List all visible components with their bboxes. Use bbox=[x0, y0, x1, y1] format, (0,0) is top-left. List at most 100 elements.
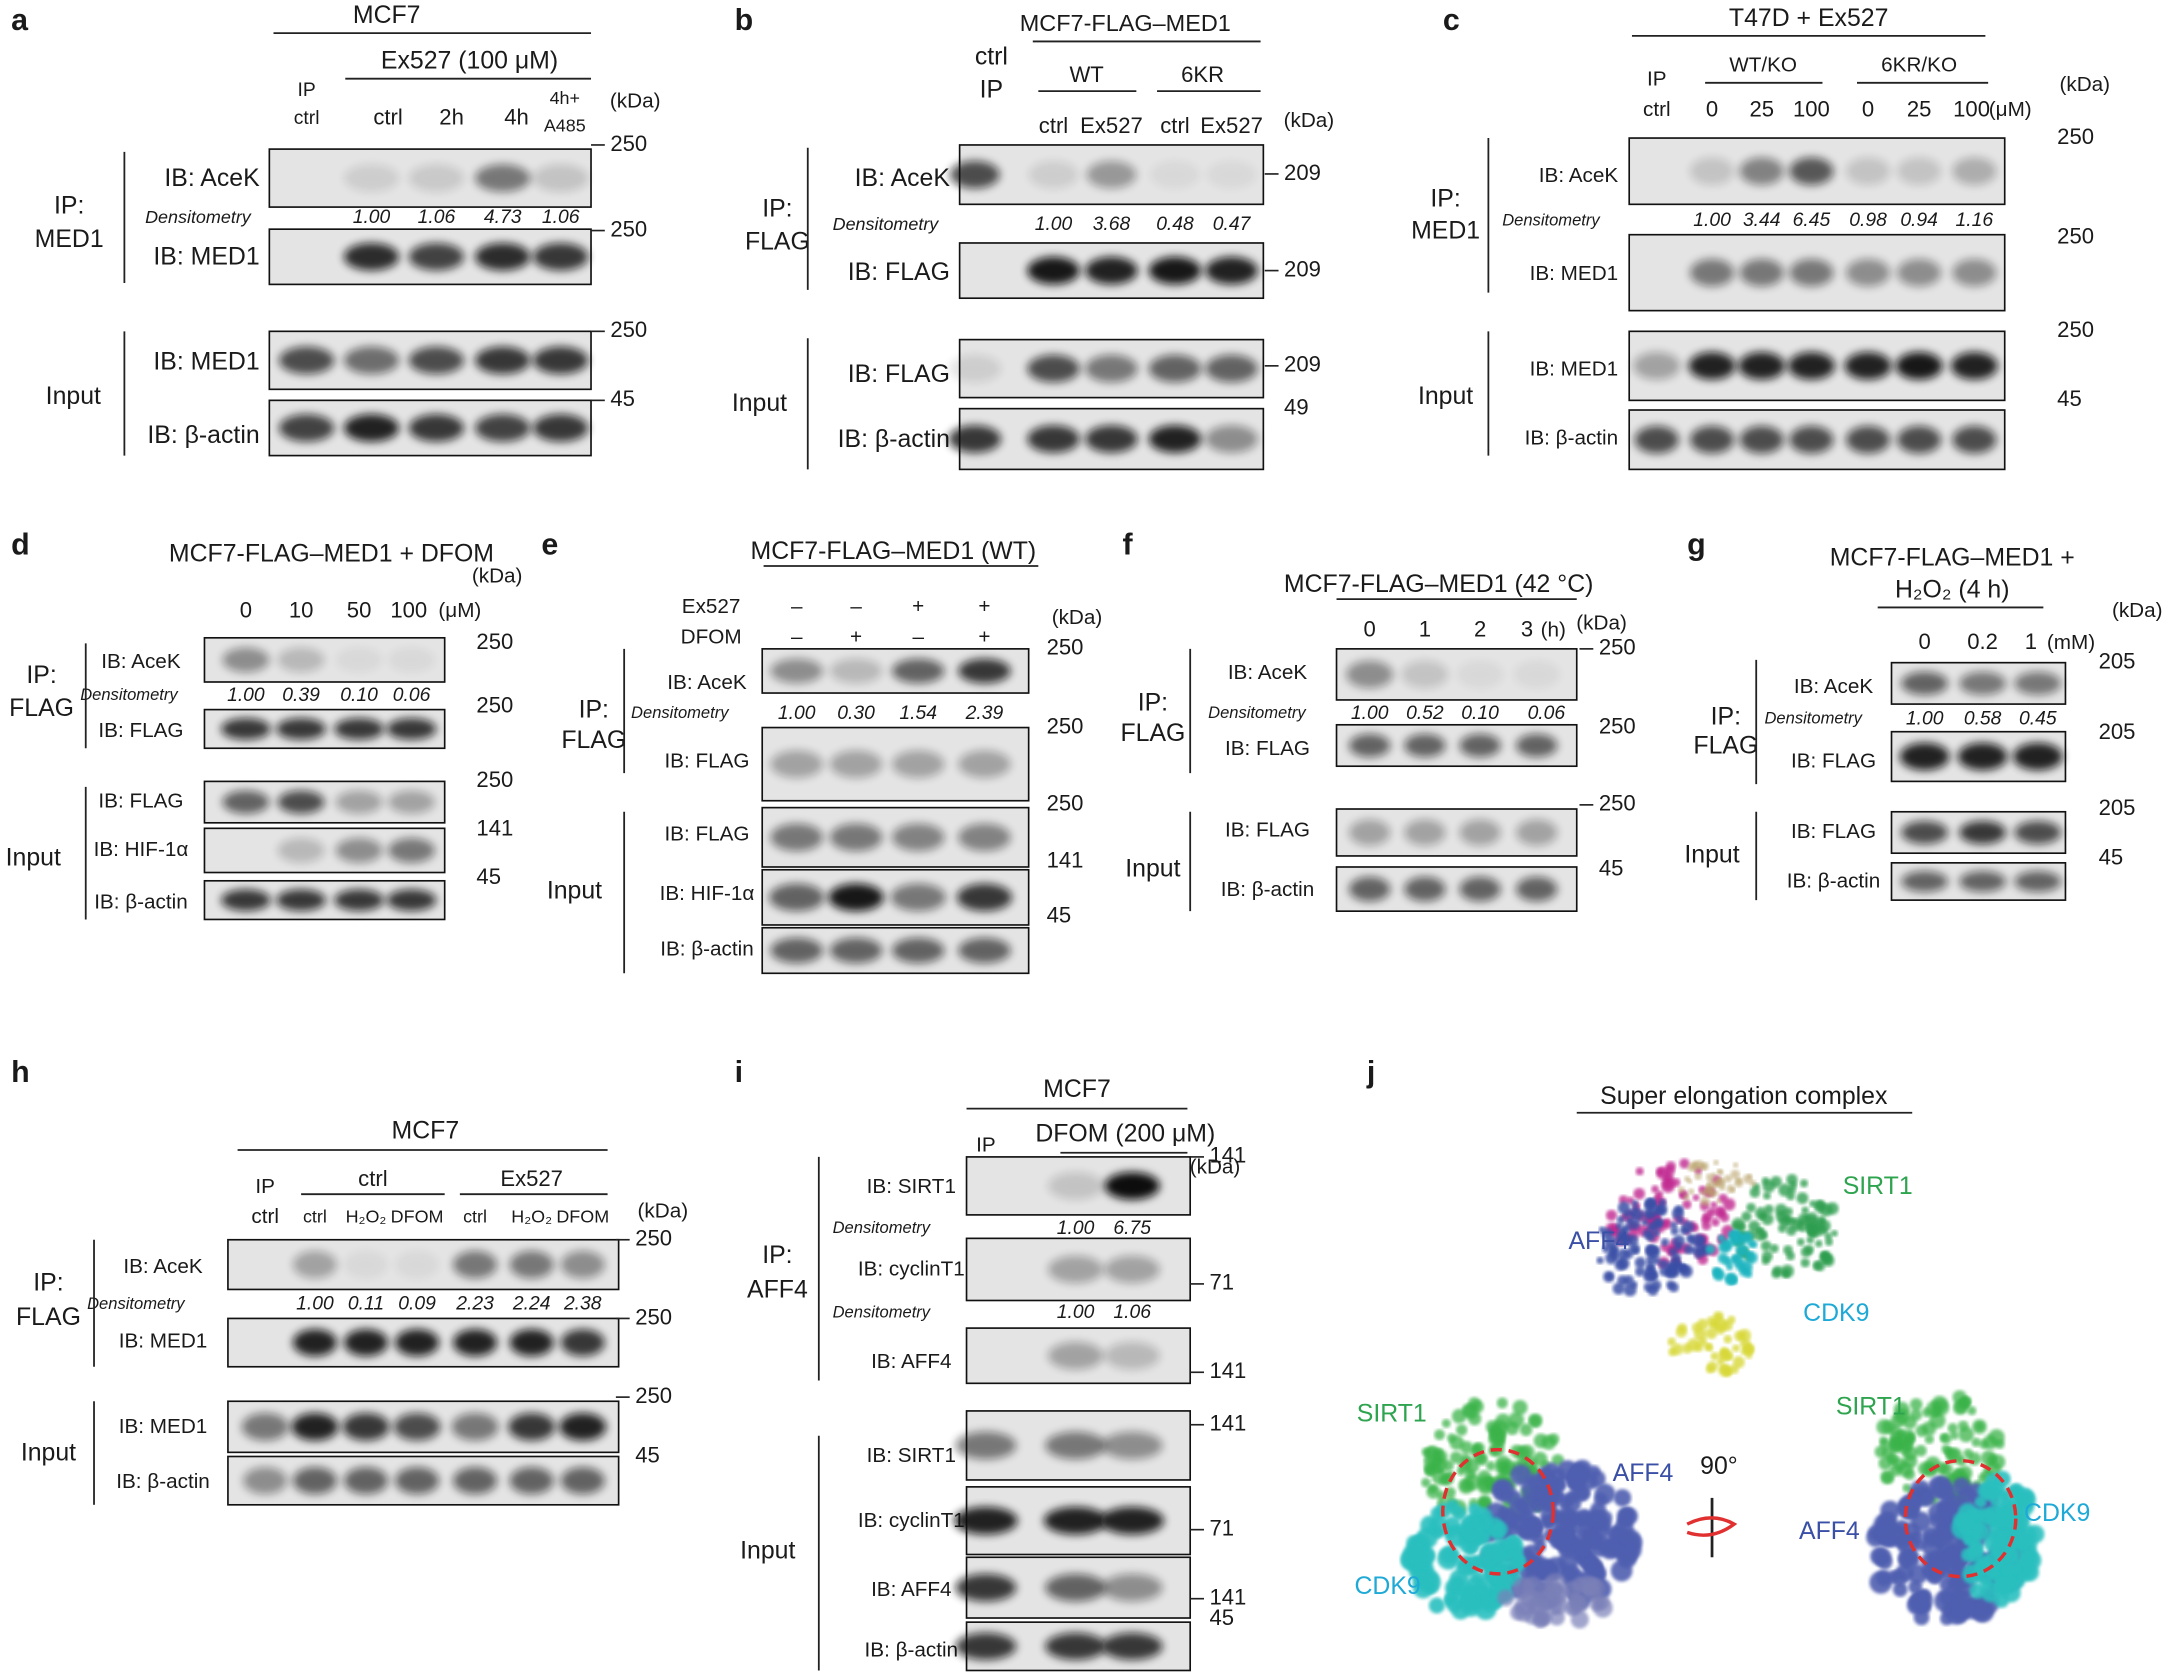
structure-atom bbox=[1730, 1187, 1736, 1193]
band bbox=[829, 823, 883, 852]
label: IP bbox=[298, 80, 316, 101]
band bbox=[343, 1329, 389, 1357]
structure-atom bbox=[1602, 1245, 1610, 1253]
band bbox=[1739, 157, 1784, 185]
structure-atom bbox=[1491, 1545, 1508, 1562]
label: 2h bbox=[439, 105, 464, 130]
highlight-circle bbox=[1441, 1447, 1555, 1576]
structure-atom bbox=[1568, 1510, 1582, 1524]
structure-atom bbox=[1670, 1226, 1679, 1236]
band bbox=[335, 790, 383, 814]
kda-marker: 250 bbox=[1047, 635, 1084, 660]
structure-atom bbox=[1647, 1265, 1655, 1273]
label: MCF7-FLAG–MED1 + DFOM bbox=[169, 541, 494, 568]
band bbox=[2014, 671, 2062, 695]
structure-atom bbox=[1732, 1344, 1740, 1353]
label: 0.11 bbox=[348, 1294, 384, 1315]
structure-atom bbox=[1593, 1597, 1613, 1618]
band bbox=[279, 414, 335, 442]
band bbox=[1148, 425, 1202, 453]
label: 0 bbox=[1919, 629, 1931, 654]
label: 1.06 bbox=[542, 207, 580, 228]
structure-atom bbox=[1456, 1466, 1466, 1476]
panel-label: f bbox=[1123, 529, 1134, 562]
label: 100 bbox=[1793, 96, 1830, 121]
structure-atom bbox=[1711, 1217, 1720, 1227]
band bbox=[1787, 352, 1835, 380]
band bbox=[958, 658, 1011, 684]
structure-atom bbox=[1789, 1217, 1797, 1225]
structure-atom bbox=[1533, 1433, 1549, 1449]
band bbox=[829, 750, 883, 778]
structure-atom bbox=[1671, 1343, 1684, 1356]
band bbox=[1404, 819, 1446, 846]
structure-atom bbox=[1728, 1235, 1740, 1246]
structure-atom bbox=[1796, 1192, 1809, 1205]
band bbox=[1150, 160, 1200, 189]
band bbox=[343, 1467, 389, 1495]
label: – bbox=[850, 595, 862, 618]
label: IB: FLAG bbox=[1791, 820, 1876, 843]
band bbox=[1047, 1172, 1104, 1200]
band bbox=[770, 823, 823, 852]
kda-marker: 45 bbox=[2057, 386, 2082, 411]
structure-atom bbox=[1441, 1418, 1451, 1428]
structure-atom bbox=[1812, 1261, 1822, 1271]
structure-atom bbox=[1428, 1597, 1445, 1614]
band bbox=[1459, 819, 1501, 846]
band bbox=[1952, 157, 1997, 185]
structure-atom bbox=[1732, 1222, 1740, 1229]
structure-atom bbox=[1421, 1549, 1435, 1563]
label: CDK9 bbox=[1354, 1573, 1420, 1600]
structure-atom bbox=[1477, 1470, 1492, 1485]
band bbox=[277, 790, 325, 814]
kda-marker: 45 bbox=[1210, 1605, 1235, 1630]
label: IP: bbox=[26, 662, 56, 689]
label: SIRT1 bbox=[1836, 1394, 1906, 1421]
label: 2 bbox=[1474, 617, 1486, 642]
structure-atom bbox=[1497, 1574, 1514, 1590]
structure-atom bbox=[1815, 1239, 1823, 1248]
structure-atom bbox=[1645, 1232, 1656, 1242]
structure-atom bbox=[1623, 1283, 1637, 1297]
band bbox=[1689, 258, 1735, 287]
kda-marker: 250 bbox=[476, 629, 513, 654]
label: IP: bbox=[1430, 186, 1460, 213]
band bbox=[1401, 660, 1449, 689]
label: IB: FLAG bbox=[664, 823, 749, 846]
band bbox=[2014, 820, 2062, 845]
label: AFF4 bbox=[747, 1276, 808, 1303]
kda-marker: 250 bbox=[635, 1226, 672, 1251]
band bbox=[1205, 425, 1258, 453]
label: 4h bbox=[504, 105, 529, 130]
structure-atom bbox=[1667, 1337, 1676, 1346]
structure-atom bbox=[1741, 1211, 1752, 1222]
structure-atom bbox=[1674, 1243, 1682, 1251]
structure-atom bbox=[1759, 1231, 1768, 1240]
label: IB: cyclinT1 bbox=[858, 1509, 965, 1532]
structure-atom bbox=[1975, 1421, 1985, 1431]
kda-marker: 209 bbox=[1284, 160, 1321, 185]
label: H₂O₂ bbox=[346, 1206, 387, 1226]
band bbox=[276, 718, 326, 740]
structure-atom bbox=[1980, 1576, 1992, 1589]
band bbox=[1086, 160, 1137, 189]
label: 4h+ bbox=[550, 88, 580, 108]
structure-atom bbox=[1654, 1203, 1668, 1217]
label: 0.09 bbox=[398, 1294, 436, 1315]
band bbox=[891, 750, 945, 778]
label: 25 bbox=[1907, 96, 1932, 121]
structure-atom bbox=[1939, 1433, 1948, 1442]
band bbox=[1047, 1341, 1104, 1370]
structure-atom bbox=[1737, 1328, 1752, 1343]
band bbox=[1045, 1632, 1106, 1660]
band bbox=[829, 658, 883, 684]
label: 1.16 bbox=[1956, 210, 1994, 231]
structure-atom bbox=[1451, 1408, 1467, 1424]
band bbox=[276, 889, 326, 911]
structure-atom bbox=[1623, 1211, 1630, 1218]
structure-atom bbox=[1711, 1172, 1717, 1178]
band bbox=[1346, 660, 1394, 689]
structure-atom bbox=[1660, 1238, 1669, 1247]
structure-atom bbox=[1694, 1172, 1702, 1180]
